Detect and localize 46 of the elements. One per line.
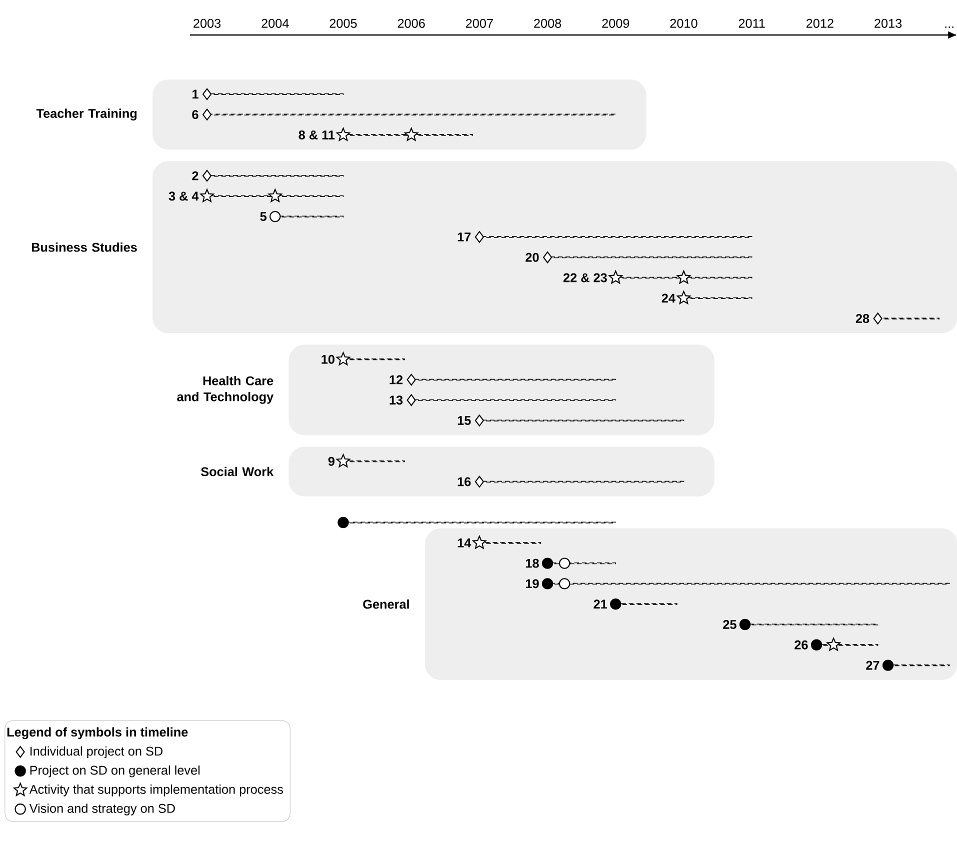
- y-tick-label: 13: [390, 396, 403, 405]
- y-tick-label: 22 & 23: [563, 273, 607, 282]
- x-tick-label: 2013: [874, 18, 902, 28]
- y-tick-label: 24: [662, 294, 676, 303]
- x-tick-label: 2003: [194, 18, 221, 28]
- y-tick-label: 26: [794, 640, 808, 650]
- x-tick-label: 2006: [398, 18, 425, 28]
- y-tick-label: 9: [328, 456, 334, 466]
- x-tick-label: 2012: [806, 18, 834, 28]
- y-tick-label: 27: [866, 660, 880, 670]
- y-tick-label: 17: [458, 232, 471, 242]
- x-tick-label: 2010: [670, 18, 698, 28]
- band-label: Business Studies: [32, 242, 137, 252]
- x-tick-label: 2007: [466, 18, 493, 28]
- y-tick-label: 18: [526, 558, 539, 568]
- y-tick-label: 21: [594, 600, 608, 609]
- legend-label: Vision and strategy on SD: [29, 804, 175, 816]
- band-label: Health Care and Technology: [177, 376, 274, 404]
- x-tick-label: ...: [945, 26, 954, 28]
- legend-label: Project on SD on general level: [30, 765, 200, 778]
- y-tick-label: 10: [322, 354, 334, 364]
- x-tick-label: 2004: [262, 18, 289, 28]
- x-tick-label: 2011: [738, 18, 765, 28]
- y-tick-label: 25: [723, 620, 736, 629]
- band-label: General: [363, 599, 409, 609]
- band-label: Social Work: [200, 466, 274, 476]
- y-tick-label: 15: [458, 416, 471, 425]
- y-tick-label: 8 & 11: [298, 130, 335, 140]
- legend-title: Legend of symbols in timeline: [7, 727, 188, 740]
- y-tick-label: 6: [192, 110, 198, 120]
- band-label: Teacher Training: [36, 108, 137, 120]
- legend-label: Activity that supports implementation process: [29, 784, 283, 796]
- y-tick-label: 12: [390, 375, 403, 384]
- y-tick-label: 2: [192, 171, 198, 180]
- y-tick-label: 5: [260, 212, 267, 221]
- y-tick-label: 19: [526, 579, 539, 588]
- legend-label: Individual project on SD: [30, 746, 162, 758]
- y-tick-label: 28: [856, 314, 870, 324]
- y-tick-label: 3 & 4: [168, 192, 199, 201]
- y-tick-label: 14: [458, 538, 472, 548]
- x-tick-label: 2008: [534, 18, 562, 28]
- y-tick-label: 1: [192, 90, 198, 99]
- x-tick-label: 2009: [602, 18, 630, 28]
- y-tick-label: 20: [526, 252, 539, 262]
- y-tick-label: 16: [458, 477, 471, 486]
- x-tick-label: 2005: [330, 18, 357, 28]
